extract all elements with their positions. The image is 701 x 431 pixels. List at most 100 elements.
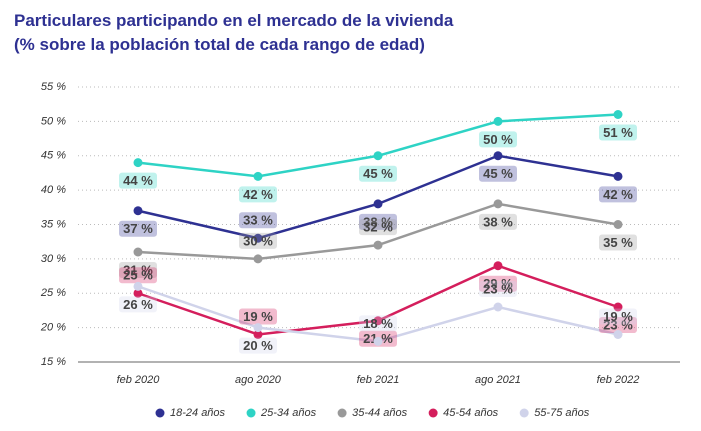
label-badge [119, 296, 157, 313]
data-point [133, 206, 143, 216]
data-label: 42 % [603, 187, 633, 202]
data-label: 20 % [243, 338, 273, 353]
data-point [373, 240, 383, 250]
data-label: 26 % [123, 297, 153, 312]
data-point [493, 261, 503, 271]
data-point [613, 171, 623, 181]
x-tick-label: feb 2020 [117, 374, 161, 386]
data-label: 37 % [123, 221, 153, 236]
data-label: 30 % [243, 233, 273, 248]
label-badge [599, 308, 637, 325]
data-point [613, 110, 623, 119]
data-point [613, 302, 623, 312]
label-badge [359, 219, 397, 236]
x-tick-label: ago 2020 [235, 374, 282, 386]
label-badge [599, 124, 637, 141]
y-tick-label: 30 % [41, 253, 66, 265]
data-label: 19 % [603, 309, 633, 324]
label-badge [239, 337, 277, 354]
data-label: 42 % [243, 187, 273, 202]
data-point [253, 171, 263, 181]
legend-label: 35-44 años [352, 407, 408, 419]
y-tick-label: 20 % [40, 322, 66, 334]
legend-label: 45-54 años [443, 407, 499, 419]
label-badge [599, 234, 637, 251]
data-label: 32 % [363, 220, 393, 235]
label-badge [359, 165, 397, 182]
label-badge [479, 275, 517, 292]
label-badge [119, 220, 157, 237]
data-point [613, 330, 623, 339]
chart-subtitle: (% sobre la población total de cada rang… [14, 35, 425, 54]
label-badge [479, 165, 517, 182]
y-tick-label: 25 % [40, 287, 66, 299]
data-point [493, 302, 503, 312]
label-badge [119, 172, 157, 189]
label-badge [239, 186, 277, 203]
legend-marker [155, 408, 165, 418]
legend-marker [428, 408, 438, 418]
label-badge [359, 213, 397, 230]
data-point [133, 158, 143, 168]
data-point [253, 323, 263, 333]
data-point [493, 199, 503, 209]
label-badge [239, 308, 277, 325]
data-point [493, 116, 503, 126]
data-label: 38 % [483, 214, 513, 229]
x-tick-label: feb 2021 [357, 374, 400, 386]
data-label: 33 % [243, 213, 273, 228]
data-label: 23 % [483, 281, 513, 296]
chart-title: Particulares participando en el mercado … [14, 11, 454, 30]
label-badge [359, 315, 397, 332]
label-badge [119, 262, 157, 278]
data-point [133, 281, 143, 291]
legend-marker [246, 408, 256, 418]
y-tick-label: 50 % [41, 115, 66, 127]
legend-marker [519, 408, 529, 418]
data-point [373, 316, 383, 326]
y-tick-label: 40 % [41, 184, 66, 196]
y-tick-label: 55 % [41, 81, 66, 93]
y-tick-label: 35 % [41, 218, 66, 230]
data-label: 25 % [123, 268, 153, 283]
x-tick-label: feb 2022 [597, 374, 640, 386]
data-label: 50 % [483, 132, 513, 147]
data-label: 45 % [483, 166, 513, 181]
label-badge [599, 186, 637, 203]
data-point [613, 220, 623, 229]
data-label: 51 % [603, 125, 633, 140]
data-label: 45 % [363, 166, 393, 181]
data-point [133, 247, 143, 257]
data-point [493, 151, 503, 161]
data-point [373, 151, 383, 161]
legend-label: 18-24 años [170, 407, 226, 419]
data-label: 23 % [603, 317, 633, 332]
y-tick-label: 45 % [41, 150, 66, 162]
data-point [253, 254, 263, 264]
y-tick-label: 15 % [41, 356, 66, 368]
data-label: 18 % [363, 316, 393, 331]
label-badge [479, 281, 517, 297]
data-point [253, 330, 263, 339]
label-badge [599, 317, 637, 333]
label-badge [119, 267, 157, 284]
x-tick-label: ago 2021 [475, 374, 521, 386]
data-label: 29 % [483, 276, 513, 291]
data-point [373, 199, 383, 209]
data-label: 44 % [123, 173, 153, 188]
data-point [133, 288, 143, 298]
label-badge [239, 232, 277, 249]
label-badge [479, 213, 517, 230]
legend-label: 25-34 años [260, 407, 317, 419]
data-label: 35 % [603, 235, 633, 250]
label-badge [479, 131, 517, 148]
data-point [373, 336, 383, 346]
legend-marker [337, 408, 347, 418]
label-badge [239, 212, 277, 229]
data-point [253, 233, 263, 243]
data-label: 31 % [123, 262, 153, 277]
data-label: 38 % [363, 214, 393, 229]
legend-label: 55-75 años [534, 407, 590, 419]
data-label: 19 % [243, 309, 273, 324]
